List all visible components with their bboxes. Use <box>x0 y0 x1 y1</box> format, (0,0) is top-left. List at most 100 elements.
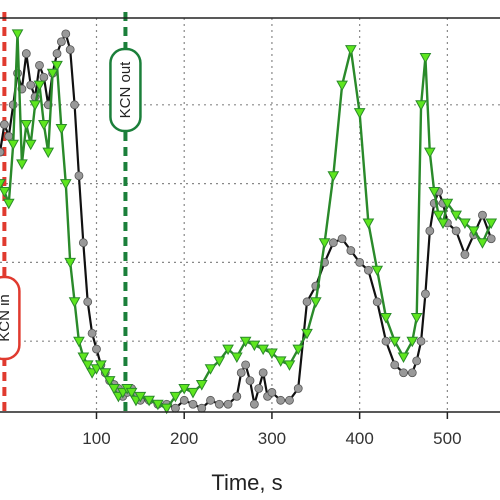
data-point <box>283 360 296 371</box>
data-point <box>206 395 215 405</box>
data-point <box>2 198 15 210</box>
data-point <box>68 297 81 308</box>
annotation-label: KCN out <box>117 61 134 119</box>
data-point <box>38 120 50 131</box>
data-point <box>292 344 305 356</box>
data-point <box>236 368 246 378</box>
data-point <box>415 100 427 111</box>
data-point <box>327 171 340 182</box>
data-point <box>152 399 164 411</box>
data-point <box>222 344 234 356</box>
data-point <box>214 399 224 409</box>
data-point <box>425 226 435 236</box>
data-point <box>51 60 63 72</box>
data-point <box>179 395 189 405</box>
data-point <box>178 383 191 395</box>
data-point <box>432 210 445 222</box>
series-2 <box>0 29 498 415</box>
data-point <box>293 384 303 393</box>
data-point <box>421 289 430 299</box>
data-point <box>33 80 46 92</box>
annotation-box <box>109 47 142 133</box>
data-point <box>450 210 462 222</box>
data-point <box>55 123 68 135</box>
data-point <box>239 336 252 348</box>
data-point <box>42 147 55 159</box>
data-point <box>459 218 471 230</box>
data-point <box>302 297 312 307</box>
data-point <box>410 313 423 324</box>
data-point <box>64 257 77 269</box>
data-point <box>0 147 5 157</box>
data-point <box>460 250 470 259</box>
data-point <box>478 210 487 220</box>
data-point <box>187 387 199 399</box>
data-point <box>57 37 66 47</box>
x-tick-label: 400 <box>345 429 373 448</box>
x-axis-title: Time, s <box>211 470 282 495</box>
data-point <box>476 238 489 249</box>
data-point <box>451 226 461 236</box>
data-point <box>103 376 116 387</box>
data-point <box>318 238 331 249</box>
data-point <box>195 380 208 391</box>
x-tick-label: 300 <box>258 429 286 448</box>
data-point <box>74 171 84 181</box>
x-tick-label: 200 <box>170 429 198 448</box>
data-point <box>11 29 24 40</box>
data-point <box>364 265 373 275</box>
data-point <box>486 234 496 244</box>
data-point <box>467 226 480 237</box>
data-point <box>328 238 338 248</box>
data-point <box>441 198 454 210</box>
data-point <box>388 336 401 348</box>
annotations: KCN out KCN in <box>0 12 142 416</box>
data-point <box>407 368 417 378</box>
annotation-kcn-in: KCN in <box>0 12 21 416</box>
data-point <box>197 403 207 413</box>
data-point <box>65 45 75 55</box>
data-point <box>232 391 242 401</box>
data-point <box>29 100 41 111</box>
data-point <box>61 29 71 39</box>
data-point <box>249 399 259 409</box>
data-point <box>143 395 155 407</box>
plot-frame <box>0 17 500 413</box>
data-point <box>301 328 313 340</box>
data-point <box>204 364 217 375</box>
data-point <box>309 297 322 308</box>
data-point <box>52 49 62 58</box>
data-point <box>70 100 79 110</box>
data-point <box>285 395 294 405</box>
data-point <box>99 368 112 379</box>
data-point <box>73 336 85 348</box>
data-point <box>26 80 36 90</box>
data-point <box>35 61 44 70</box>
data-point <box>223 399 233 409</box>
data-point <box>355 257 365 267</box>
annotation-box <box>0 275 21 361</box>
data-point <box>346 246 356 255</box>
data-point <box>337 234 347 244</box>
data-point <box>20 120 33 131</box>
annotation-kcn-out: KCN out <box>109 12 142 416</box>
data-point <box>423 147 436 159</box>
data-point <box>267 388 277 397</box>
data-point <box>419 53 432 64</box>
data-point <box>213 356 226 367</box>
data-point <box>24 139 37 151</box>
data-point <box>125 387 138 399</box>
data-point <box>381 336 391 346</box>
data-point <box>248 340 261 352</box>
data-point <box>241 360 251 370</box>
data-point <box>485 218 498 230</box>
data-point <box>77 352 90 363</box>
data-point <box>437 218 449 230</box>
data-point <box>171 403 180 413</box>
data-point <box>399 368 408 378</box>
data-point <box>257 344 270 356</box>
x-tick-label: 100 <box>82 429 110 448</box>
data-point <box>254 384 264 393</box>
data-point <box>362 218 375 230</box>
